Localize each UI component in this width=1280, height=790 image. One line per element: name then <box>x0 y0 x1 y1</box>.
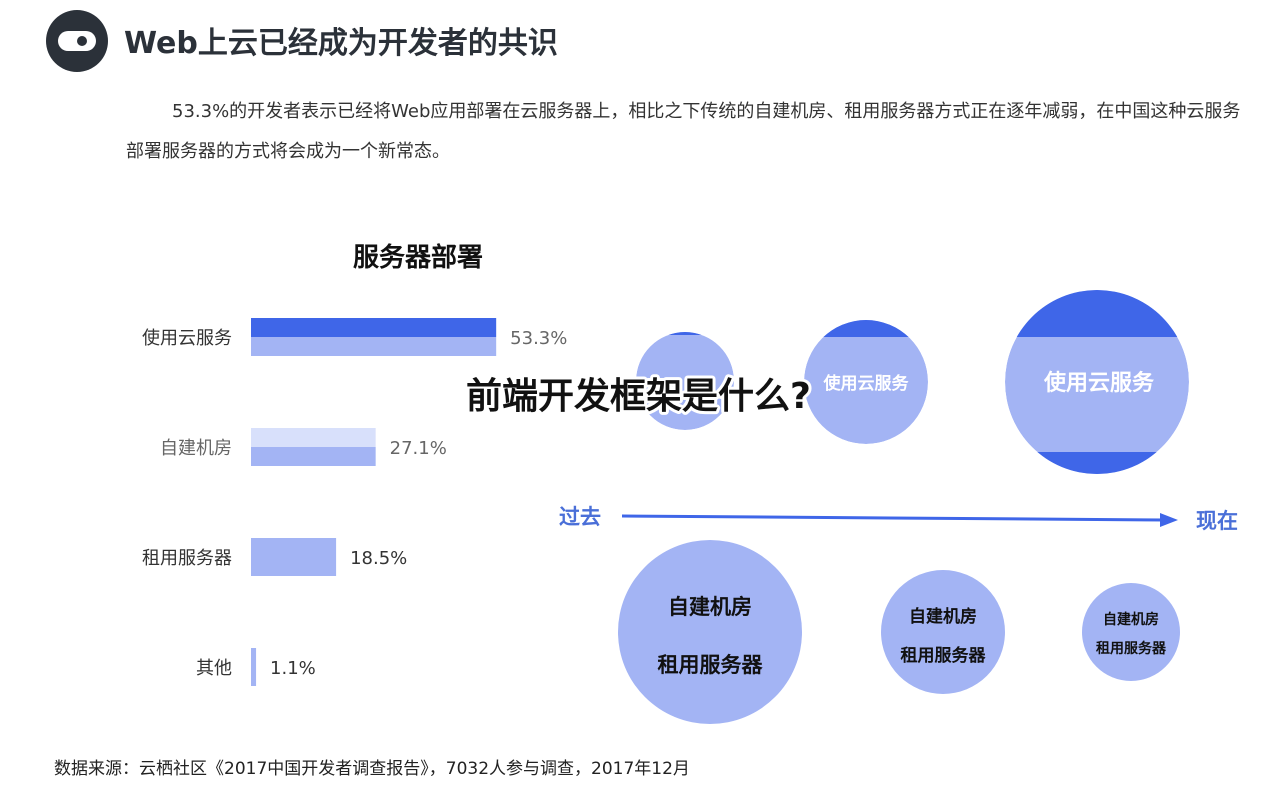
bubble-bottom-3 <box>1082 583 1180 681</box>
bubble-bottom-1-label-a: 自建机房 <box>668 595 752 619</box>
bubble-bottom-1-label-b: 租用服务器 <box>658 653 764 677</box>
bar-0-upper <box>251 318 497 337</box>
bubble-top-1 <box>636 332 734 430</box>
time-axis-arrow <box>1160 513 1178 527</box>
axis-start-label: 过去 <box>559 505 601 529</box>
bubble-bottom-1 <box>618 540 802 724</box>
overlay-title: 前端开发框架是什么? <box>466 376 811 417</box>
bar-3-lower <box>251 667 257 686</box>
bubble-bottom-2-label-a: 自建机房 <box>909 606 977 627</box>
bubble-top-2-label: 使用云服务 <box>823 373 910 394</box>
intro-paragraph: 53.3%的开发者表示已经将Web应用部署在云服务器上，相比之下传统的自建机房、… <box>126 101 1241 162</box>
bar-0-category-label: 使用云服务 <box>142 328 232 349</box>
bar-0-value-label: 53.3% <box>510 328 567 349</box>
bar-2-value-label: 18.5% <box>350 548 407 569</box>
page-title: Web上云已经成为开发者的共识 <box>124 26 558 61</box>
bar-1-value-label: 27.1% <box>390 438 447 459</box>
bubble-bottom-2-label-b: 租用服务器 <box>901 645 987 666</box>
bar-2-category-label: 租用服务器 <box>142 548 232 569</box>
axis-end-label: 现在 <box>1196 509 1238 533</box>
bubble-bottom-2 <box>881 570 1005 694</box>
bar-3-value-label: 1.1% <box>270 658 316 679</box>
bar-chart-title: 服务器部署 <box>353 243 483 273</box>
logo <box>46 10 108 72</box>
bubble-bottom-3-label-a: 自建机房 <box>1103 611 1159 628</box>
bubble-top-3-label: 使用云服务 <box>1043 371 1155 396</box>
bubble-bottom-3-label-b: 租用服务器 <box>1096 640 1167 657</box>
time-axis-line <box>621 514 1167 522</box>
bubble-chart: 使用云服务 使用云服务 过去 现在 自建机房 租用服务器 自建机房 租用服务器 … <box>559 290 1238 724</box>
toggle-knob <box>77 36 87 46</box>
bar-1-lower <box>251 447 376 466</box>
bar-0-lower <box>251 337 497 356</box>
source-note: 数据来源：云栖社区《2017中国开发者调查报告》，7032人参与调查，2017年… <box>54 759 690 779</box>
bar-2-lower <box>251 557 337 576</box>
bar-3-upper <box>251 648 257 667</box>
bar-2-upper <box>251 538 337 557</box>
bar-1-category-label: 自建机房 <box>160 438 232 459</box>
bar-3-category-label: 其他 <box>196 658 232 679</box>
bar-1-upper <box>251 428 376 447</box>
bar-chart: 服务器部署 使用云服务 53.3% 自建机房 27.1% 租用服务器 18.5% 其他 1.1… <box>142 243 567 686</box>
